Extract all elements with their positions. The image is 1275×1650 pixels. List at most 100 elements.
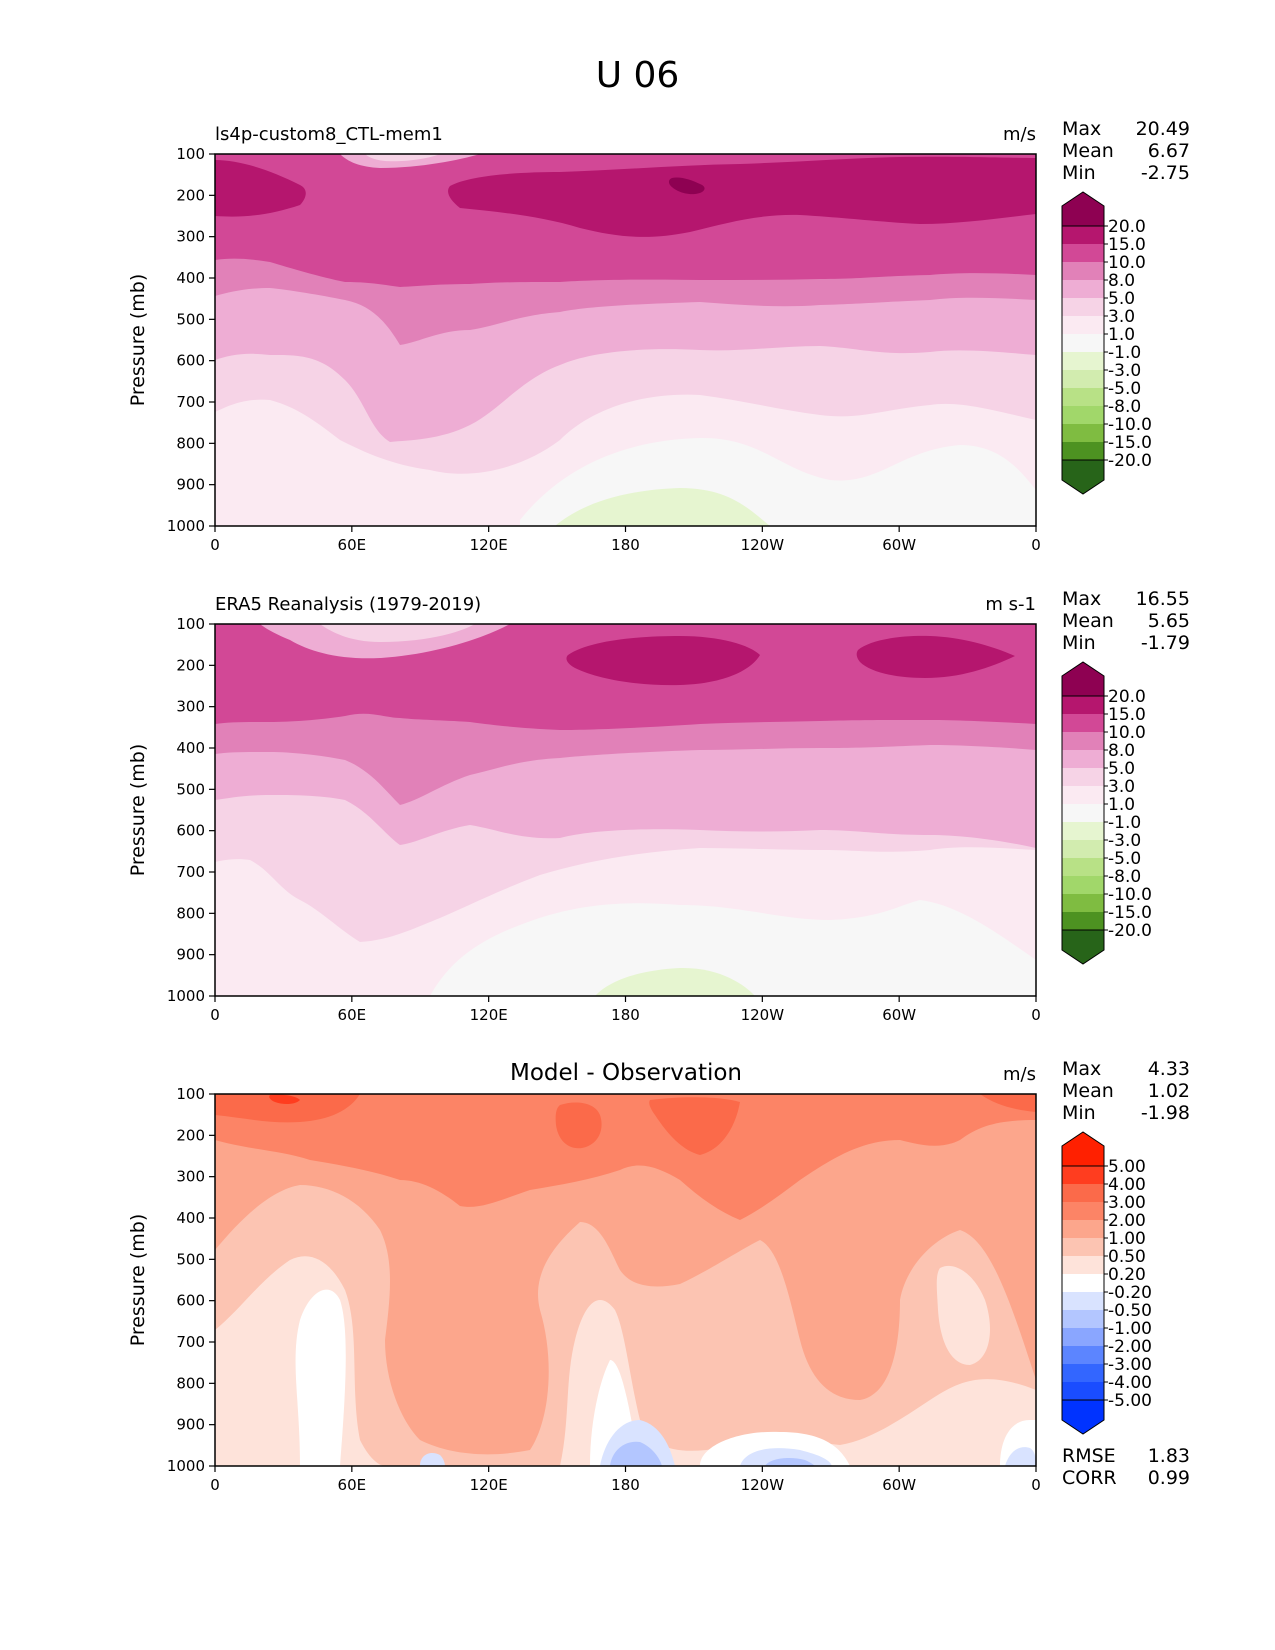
colorbar-label: -20.0	[1108, 921, 1152, 941]
colorbar-swatch	[1062, 1274, 1104, 1292]
x-tick-label: 60W	[882, 1006, 916, 1024]
x-ticks: 0 60E 120E 180 120W 60W 0	[210, 1466, 1041, 1494]
colorbar-label: -15.0	[1108, 433, 1152, 453]
y-tick-label: 300	[176, 1168, 205, 1186]
panel-left-title: ERA5 Reanalysis (1979-2019)	[215, 594, 481, 615]
y-tick-label: 800	[176, 1374, 205, 1392]
y-ticks: 100 200 300 400 500 600 700 800 900 1000	[167, 1085, 215, 1475]
corr-label: CORR	[1062, 1467, 1117, 1489]
colorbar-swatch	[1062, 750, 1104, 768]
contour-band-d-0.2-0.5	[215, 1256, 1036, 1466]
colorbar-label: 1.00	[1108, 1229, 1146, 1249]
x-tick-label: 180	[611, 1006, 640, 1024]
colorbar-swatch	[1062, 1328, 1104, 1346]
x-ticks: 0 60E 120E 180 120W 60W 0	[210, 996, 1041, 1024]
colorbar-label: 2.00	[1108, 1211, 1146, 1231]
stat-min-label: Min	[1062, 1102, 1096, 1124]
panel-units: m/s	[1003, 124, 1036, 145]
colorbar-swatch	[1062, 1382, 1104, 1400]
y-ticks: 100 200 300 400 500 600 700 800 900 1000	[167, 615, 215, 1005]
colorbar-swatch	[1062, 786, 1104, 804]
contour-band-d-0.5-1	[215, 1185, 1036, 1466]
colorbar-swatch	[1062, 406, 1104, 424]
stats-block: Max 16.55 Mean 5.65 Min -1.79	[1062, 588, 1190, 654]
x-tick-label: 120E	[470, 1476, 508, 1494]
y-tick-label: 400	[176, 269, 205, 287]
x-tick-label: 120E	[470, 536, 508, 554]
stat-max-value: 20.49	[1136, 118, 1190, 140]
colorbar-label: 0.50	[1108, 1247, 1146, 1267]
colorbar: 5.004.003.002.001.000.500.20-0.20-0.50-1…	[1061, 1131, 1152, 1435]
colorbar-label: -15.0	[1108, 903, 1152, 923]
stat-max-label: Max	[1062, 588, 1101, 610]
contour-band-u-15-20	[566, 635, 1015, 686]
contour-band-u-upper2	[320, 624, 475, 642]
y-tick-label: 600	[176, 1292, 205, 1310]
colorbar-swatch	[1062, 768, 1104, 786]
panel-units: m s-1	[985, 594, 1036, 615]
y-tick-label: 100	[176, 615, 205, 633]
page-title: U 06	[595, 55, 680, 96]
colorbar-label: 3.0	[1108, 307, 1135, 327]
colorbar: 20.015.010.08.05.03.01.0-1.0-3.0-5.0-8.0…	[1061, 661, 1152, 965]
colorbar-label: 1.0	[1108, 325, 1135, 345]
y-tick-label: 500	[176, 1250, 205, 1268]
y-tick-label: 700	[176, 393, 205, 411]
panel-observation: ERA5 Reanalysis (1979-2019) m s-1 Pressu…	[127, 588, 1190, 1024]
panel-left-title: ls4p-custom8_CTL-mem1	[215, 124, 443, 145]
x-tick-label: 0	[1031, 1006, 1041, 1024]
y-tick-label: 900	[176, 476, 205, 494]
colorbar-swatch	[1062, 388, 1104, 406]
colorbar-swatch	[1062, 1220, 1104, 1238]
contour-band-u-gt-20	[668, 177, 705, 195]
x-tick-label: 60W	[882, 536, 916, 554]
colorbar-swatch	[1062, 732, 1104, 750]
y-tick-label: 300	[176, 698, 205, 716]
contour-band-u-15-20	[215, 156, 1036, 237]
y-tick-label: 300	[176, 228, 205, 246]
contour-band-u-lt-neg1	[595, 967, 755, 996]
y-axis-label: Pressure (mb)	[127, 744, 149, 877]
colorbar-label: -1.0	[1108, 813, 1141, 833]
contour-field	[215, 624, 1036, 996]
colorbar-label: -5.0	[1108, 849, 1141, 869]
y-tick-label: 900	[176, 946, 205, 964]
colorbar-label: -3.0	[1108, 831, 1141, 851]
colorbar-label: -10.0	[1108, 885, 1152, 905]
colorbar-swatch	[1062, 894, 1104, 912]
y-tick-label: 500	[176, 780, 205, 798]
colorbar-swatch	[1062, 1238, 1104, 1256]
x-tick-label: 60E	[338, 1476, 367, 1494]
colorbar-label: -8.0	[1108, 867, 1141, 887]
colorbar-swatch	[1062, 244, 1104, 262]
stat-max-value: 4.33	[1148, 1058, 1190, 1080]
y-tick-label: 200	[176, 656, 205, 674]
stat-mean-label: Mean	[1062, 610, 1114, 632]
colorbar-label: -4.00	[1108, 1373, 1152, 1393]
stat-mean-value: 6.67	[1148, 140, 1190, 162]
colorbar-label: 5.0	[1108, 759, 1135, 779]
colorbar-swatch	[1062, 804, 1104, 822]
colorbar-label: 3.00	[1108, 1193, 1146, 1213]
colorbar-swatch	[1062, 1310, 1104, 1328]
colorbar-label: -10.0	[1108, 415, 1152, 435]
colorbar-swatch	[1062, 370, 1104, 388]
x-tick-label: 120W	[741, 1006, 785, 1024]
colorbar-label: 3.0	[1108, 777, 1135, 797]
y-tick-label: 400	[176, 1209, 205, 1227]
colorbar-label: -0.20	[1108, 1283, 1152, 1303]
colorbar-label: 20.0	[1108, 687, 1146, 707]
colorbar-label: -1.00	[1108, 1319, 1152, 1339]
stat-max-label: Max	[1062, 1058, 1101, 1080]
colorbar-extension-bottom	[1061, 1399, 1105, 1435]
colorbar-swatch	[1062, 316, 1104, 334]
stat-mean-label: Mean	[1062, 140, 1114, 162]
colorbar-label: -2.00	[1108, 1337, 1152, 1357]
y-axis-label: Pressure (mb)	[127, 274, 149, 407]
x-tick-label: 60E	[338, 1006, 367, 1024]
x-tick-label: 60W	[882, 1476, 916, 1494]
colorbar-label: 5.00	[1108, 1157, 1146, 1177]
colorbar-label: 8.0	[1108, 741, 1135, 761]
colorbar-label: -5.0	[1108, 379, 1141, 399]
y-tick-label: 800	[176, 904, 205, 922]
